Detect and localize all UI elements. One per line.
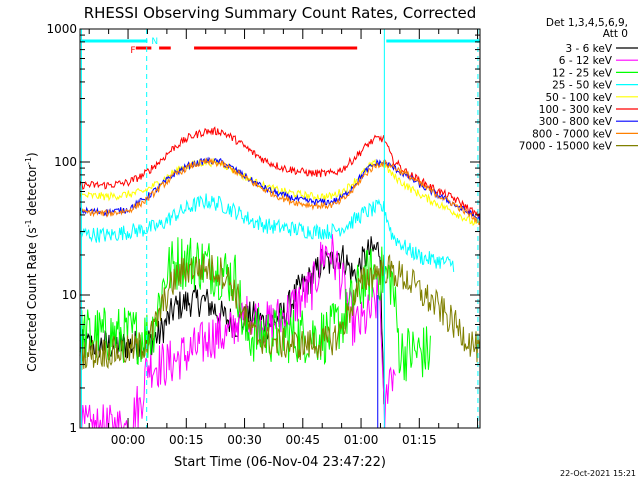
x-tick-label: 01:00: [344, 433, 379, 447]
plot-area: FN: [79, 29, 481, 429]
legend-header: Att 0: [603, 28, 628, 40]
legend-entry-label: 6 - 12 keV: [559, 55, 613, 67]
legend-entry-label: 25 - 50 keV: [552, 80, 613, 92]
x-tick-label: 00:00: [111, 433, 146, 447]
x-tick-label: 00:30: [227, 433, 262, 447]
series-line: [79, 157, 481, 226]
legend-entry-label: 3 - 6 keV: [565, 43, 612, 55]
legend-entry-label: 300 - 800 keV: [539, 116, 613, 128]
x-tick-label: 01:15: [402, 433, 437, 447]
chart-title: RHESSI Observing Summary Count Rates, Co…: [84, 4, 477, 22]
y-axis-label: Corrected Count Rate (s-1 detector-1): [24, 152, 39, 371]
legend-entry-label: 7000 - 15000 keV: [519, 141, 613, 153]
legend-entry-label: 800 - 7000 keV: [532, 128, 613, 140]
legend-header: Det 1,3,4,5,6,9,: [546, 17, 628, 29]
x-axis-label: Start Time (06-Nov-04 23:47:22): [174, 455, 386, 470]
series-line: [79, 237, 431, 382]
legend-entry-label: 50 - 100 keV: [545, 92, 612, 104]
y-tick-label: 10: [62, 288, 77, 302]
footer-timestamp: 22-Oct-2021 15:21: [560, 469, 636, 478]
y-tick-label: 1: [69, 421, 77, 435]
y-tick-label: 100: [54, 155, 77, 169]
x-tick-label: 00:45: [285, 433, 320, 447]
legend-entry-label: 100 - 300 keV: [539, 104, 613, 116]
svg-text:Corrected Count Rate (s-1 dete: Corrected Count Rate (s-1 detector-1): [24, 152, 39, 371]
legend-entry-label: 12 - 25 keV: [552, 67, 613, 79]
flag-label-n: N: [151, 37, 158, 47]
x-tick-label: 00:15: [169, 433, 204, 447]
axes: 1 10 100 1000 00:00 00:15 00:30 00:45 01:00 01:15: [46, 22, 481, 447]
series-line: [79, 156, 481, 222]
flag-label-f: F: [130, 46, 135, 56]
series-line: [79, 157, 481, 226]
plot-frame: [79, 28, 481, 429]
y-tick-label: 1000: [46, 22, 77, 36]
series-line: [79, 193, 455, 272]
